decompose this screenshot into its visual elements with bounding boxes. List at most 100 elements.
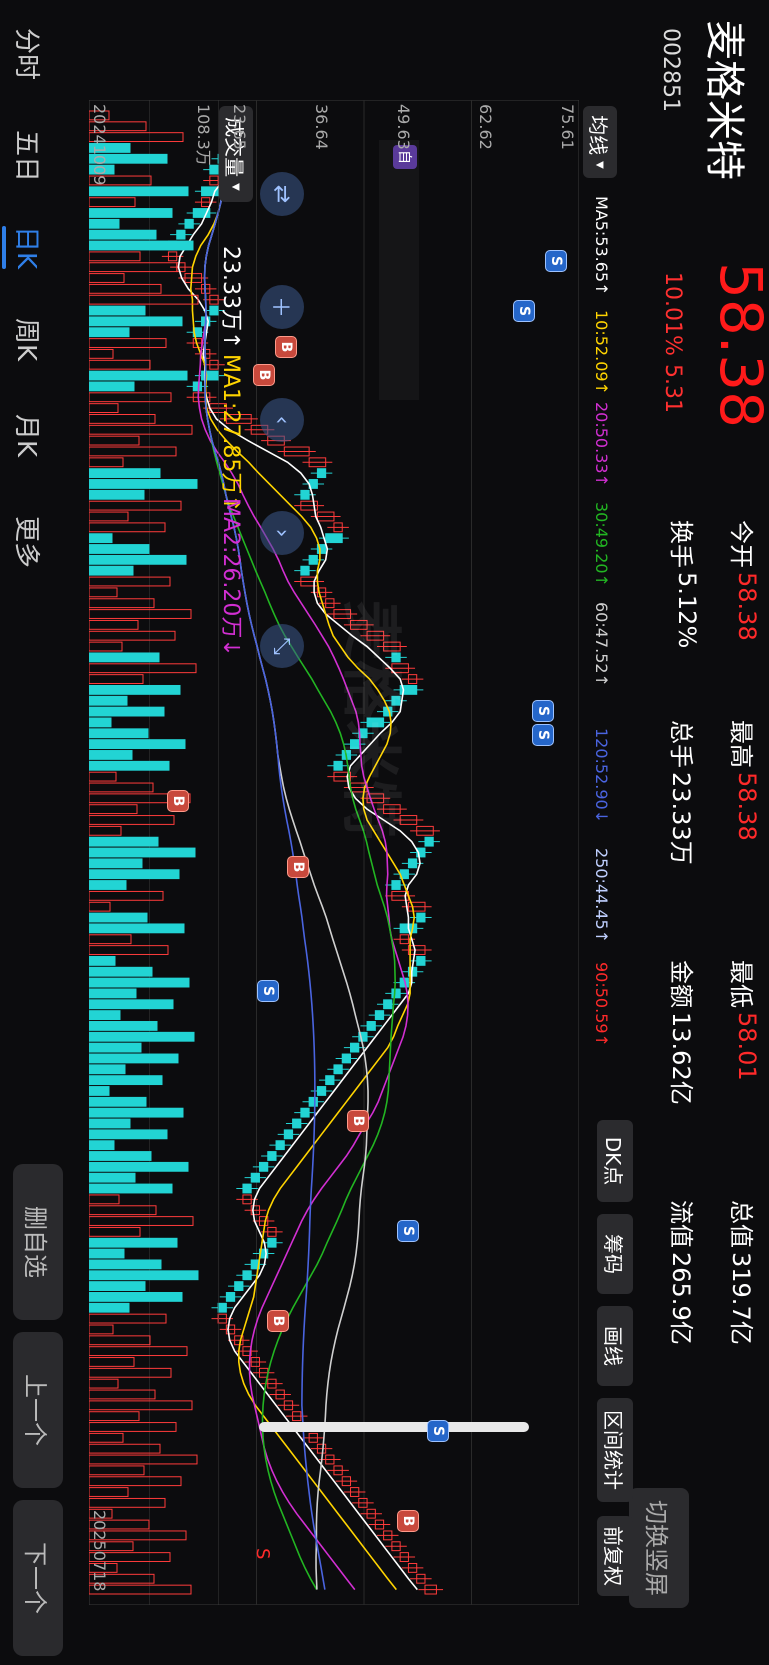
candle [416, 912, 426, 923]
candle [250, 1259, 260, 1270]
volume-bar [89, 1183, 173, 1194]
volume-bar [89, 955, 116, 966]
next-icon[interactable]: › [260, 511, 304, 555]
candle [316, 468, 327, 479]
candle [341, 1053, 352, 1064]
candle [316, 511, 335, 522]
volume-bar [89, 359, 151, 370]
candle [374, 1010, 385, 1021]
volume-bar [89, 760, 170, 771]
volume-bar [89, 1530, 187, 1541]
candle [234, 1281, 244, 1291]
period-tab[interactable]: 日K [10, 226, 47, 269]
candle [308, 1096, 318, 1107]
change-percent: 10.01% [660, 272, 685, 356]
candle [184, 218, 194, 229]
volume-bar [89, 1378, 119, 1389]
volume-bar [89, 576, 171, 587]
volume-bar [89, 652, 160, 663]
volume-bar [89, 1476, 182, 1487]
candle [383, 804, 401, 815]
volume-bar [89, 739, 186, 750]
candle [416, 1573, 426, 1584]
volume-bar [89, 110, 110, 121]
stat-label: 总手 [667, 720, 695, 768]
candle [225, 1291, 236, 1302]
volume-bar [89, 695, 128, 706]
volume-bar [89, 294, 199, 305]
volume-bar [89, 435, 140, 446]
volume-bar [89, 1454, 198, 1465]
period-tab[interactable]: 五日 [11, 130, 41, 183]
volume-bar [89, 164, 115, 175]
ma-value: 90:50.59↑ [592, 962, 611, 1047]
chart-tool-button[interactable]: 画线 [597, 1306, 633, 1386]
volume-value: MA2:26.20万↓ [218, 498, 243, 657]
ma-value: MA5:53.65↑ [592, 196, 611, 296]
volume-bar [89, 121, 147, 132]
stat-label: 今开 [727, 520, 755, 568]
volume-bar [89, 825, 122, 836]
volume-bar [89, 1248, 125, 1259]
volume-bar [89, 988, 137, 999]
chart-tool-button[interactable]: DK点 [597, 1120, 633, 1202]
volume-bar [89, 1161, 189, 1172]
candle [258, 1216, 269, 1226]
volume-bar [89, 1541, 134, 1552]
chart-tool-button[interactable]: 筹码 [597, 1214, 633, 1294]
volume-bar [89, 598, 155, 609]
candle [267, 1151, 277, 1161]
stock-code: 002851 [658, 28, 683, 112]
ma-value: 250:44.45↑ [592, 848, 611, 944]
volume-bar [89, 403, 119, 414]
volume-bar [89, 1281, 146, 1291]
signal-marker: S [545, 250, 567, 272]
volume-chart[interactable] [89, 100, 219, 1605]
ma-line [197, 115, 409, 1591]
signal-marker: S [257, 980, 279, 1002]
candle [242, 1270, 252, 1281]
volume-bar [89, 316, 183, 327]
signal-marker: S [513, 300, 535, 322]
volume-bar [89, 706, 165, 717]
candle [184, 273, 203, 283]
change-amount: 5.31 [660, 364, 685, 413]
zoom-in-icon[interactable]: ＋ [260, 285, 304, 329]
volume-bar [89, 945, 169, 955]
price-axis-label: 49.63 [394, 104, 413, 150]
collapse-icon[interactable]: ⤡ [260, 624, 304, 668]
prev-icon[interactable]: ‹ [260, 398, 304, 442]
move-icon[interactable]: ⇄ [260, 172, 304, 216]
stat-value: 23.33万 [667, 772, 695, 865]
volume-bar [89, 912, 148, 923]
switch-portrait-button[interactable]: 切换竖屏 [629, 1488, 689, 1608]
volume-bar [89, 533, 113, 544]
side-button[interactable]: 上一个 [13, 1332, 63, 1488]
volume-bar [89, 479, 198, 489]
side-button[interactable]: 下一个 [13, 1500, 63, 1656]
volume-bar [89, 305, 146, 316]
stat-label: 最低 [727, 960, 755, 1008]
volume-bar [89, 327, 130, 338]
s-marker: S [252, 1548, 273, 1560]
volume-bar [89, 750, 133, 760]
period-tab[interactable]: 周K [11, 318, 41, 362]
period-tab[interactable]: 更多 [11, 516, 41, 569]
candle [267, 1378, 277, 1389]
candle [383, 641, 401, 652]
volume-bar [89, 1172, 136, 1183]
volume-bar [89, 847, 196, 858]
volume-bar [89, 1216, 194, 1226]
period-tab[interactable]: 月K [11, 414, 41, 458]
stock-price: 58.38 [707, 262, 769, 429]
side-button[interactable]: 删自选 [13, 1164, 63, 1320]
volume-bar [89, 457, 124, 468]
chart-tool-button[interactable]: 前复权 [597, 1516, 633, 1596]
candle [416, 955, 426, 966]
candle [391, 652, 401, 663]
chart-tool-button[interactable]: 区间统计 [597, 1398, 633, 1502]
period-tab[interactable]: 分时 [11, 28, 41, 81]
candle [358, 1497, 368, 1508]
ma-button[interactable]: 均线 ▼ [583, 106, 617, 178]
volume-bar [89, 1335, 151, 1346]
